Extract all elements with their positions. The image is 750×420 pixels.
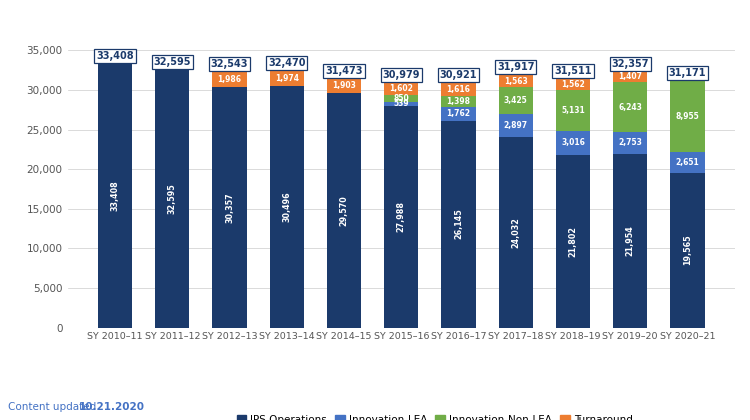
Bar — [499, 75, 533, 87]
Text: 32,470: 32,470 — [268, 58, 305, 68]
Bar — [499, 114, 533, 137]
Text: 31,511: 31,511 — [554, 66, 592, 76]
Text: 21,802: 21,802 — [568, 226, 578, 257]
Text: 5,131: 5,131 — [561, 106, 585, 115]
Text: 1,986: 1,986 — [217, 75, 242, 84]
Bar — [441, 121, 476, 328]
Text: 21,954: 21,954 — [626, 225, 634, 256]
Text: 1,616: 1,616 — [446, 84, 470, 94]
Text: 26,145: 26,145 — [454, 209, 463, 239]
Text: 3,016: 3,016 — [561, 139, 585, 147]
Text: 539: 539 — [394, 99, 409, 108]
Bar — [556, 78, 590, 90]
Text: 1,974: 1,974 — [274, 74, 298, 83]
Bar — [269, 86, 304, 328]
Text: 32,595: 32,595 — [154, 57, 191, 67]
Text: 32,595: 32,595 — [168, 183, 177, 214]
Text: 29,570: 29,570 — [340, 195, 349, 226]
Bar — [556, 90, 590, 131]
Bar — [670, 173, 705, 328]
Text: 31,473: 31,473 — [326, 66, 363, 76]
Text: 1,563: 1,563 — [504, 76, 527, 86]
Text: 19,565: 19,565 — [683, 235, 692, 265]
Text: 2,753: 2,753 — [618, 138, 642, 147]
Bar — [269, 71, 304, 86]
Bar — [155, 69, 190, 328]
Bar — [384, 106, 418, 328]
Bar — [670, 81, 705, 152]
Bar — [327, 93, 362, 328]
Bar — [613, 71, 647, 82]
Text: 30,357: 30,357 — [225, 192, 234, 223]
Bar — [613, 82, 647, 132]
Bar — [499, 137, 533, 328]
Text: 24,032: 24,032 — [512, 217, 520, 248]
Bar — [441, 83, 476, 95]
Text: 27,988: 27,988 — [397, 201, 406, 232]
Bar — [556, 131, 590, 155]
Text: 1,602: 1,602 — [389, 84, 413, 93]
Bar — [613, 132, 647, 154]
Text: 3,425: 3,425 — [504, 96, 527, 105]
Bar — [384, 102, 418, 106]
Bar — [98, 63, 132, 328]
Text: 2,651: 2,651 — [676, 158, 699, 167]
Legend: IPS Operations, Innovation-LEA, Innovation-Non-LEA, Turnaround: IPS Operations, Innovation-LEA, Innovati… — [232, 410, 637, 420]
Bar — [212, 71, 247, 87]
Bar — [499, 87, 533, 114]
Text: 850: 850 — [393, 94, 410, 103]
Text: 33,408: 33,408 — [110, 180, 119, 211]
Bar — [441, 95, 476, 107]
Bar — [670, 152, 705, 173]
Text: 30,921: 30,921 — [440, 70, 477, 80]
Text: 1,562: 1,562 — [561, 80, 585, 89]
Text: 1,762: 1,762 — [446, 109, 470, 118]
Text: 33,408: 33,408 — [96, 51, 134, 60]
Text: 1,398: 1,398 — [446, 97, 470, 105]
Text: 31,171: 31,171 — [669, 68, 706, 79]
Text: 1,407: 1,407 — [618, 72, 642, 81]
Bar — [441, 107, 476, 121]
Bar — [327, 79, 362, 93]
Text: 1,903: 1,903 — [332, 81, 356, 90]
Bar — [212, 87, 247, 328]
Text: 8,955: 8,955 — [676, 112, 699, 121]
Text: 2,897: 2,897 — [504, 121, 528, 130]
Text: Content updated: Content updated — [8, 402, 99, 412]
Bar — [384, 82, 418, 95]
Text: 30,496: 30,496 — [282, 192, 291, 222]
Text: 32,357: 32,357 — [611, 59, 649, 69]
Text: 6,243: 6,243 — [618, 103, 642, 112]
Text: 31,917: 31,917 — [497, 63, 535, 72]
Bar — [384, 95, 418, 102]
Text: 32,543: 32,543 — [211, 59, 248, 69]
Text: 30,979: 30,979 — [382, 70, 420, 80]
Bar — [613, 154, 647, 328]
Bar — [556, 155, 590, 328]
Text: 10.21.2020: 10.21.2020 — [79, 402, 145, 412]
